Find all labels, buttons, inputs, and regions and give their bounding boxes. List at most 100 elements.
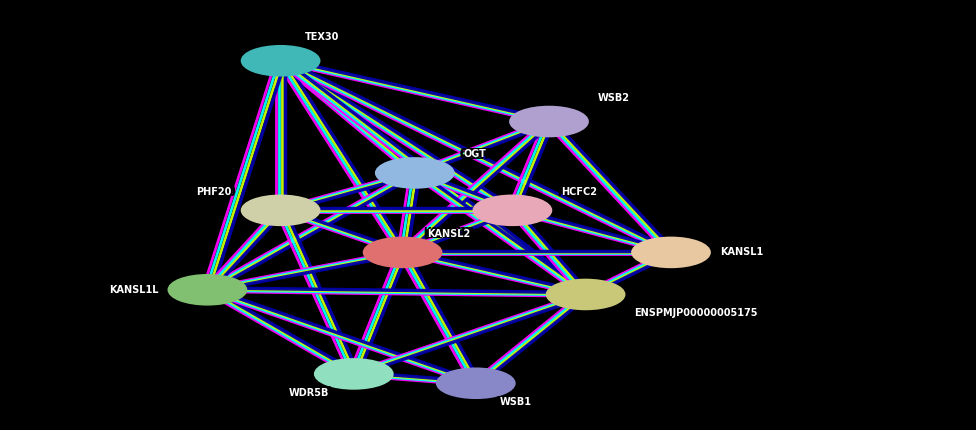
Text: KANSL2: KANSL2 — [427, 230, 470, 240]
Text: WSB2: WSB2 — [601, 95, 633, 104]
Text: HCFC2: HCFC2 — [565, 185, 601, 195]
Text: KANSL2: KANSL2 — [424, 227, 467, 237]
Text: HCFC2: HCFC2 — [561, 187, 597, 197]
Text: PHF20: PHF20 — [193, 185, 228, 195]
Text: KANSL1L: KANSL1L — [113, 285, 162, 295]
Text: ENSPMJP00000005175: ENSPMJP00000005175 — [630, 308, 754, 318]
Text: KANSL1L: KANSL1L — [109, 286, 159, 296]
Circle shape — [437, 369, 515, 398]
Text: ENSPMJP00000005175: ENSPMJP00000005175 — [630, 307, 754, 317]
Text: KANSL2: KANSL2 — [430, 227, 474, 237]
Text: HCFC2: HCFC2 — [565, 187, 601, 197]
Circle shape — [314, 359, 392, 389]
Text: OGT: OGT — [464, 149, 486, 159]
Text: KANSL1: KANSL1 — [716, 249, 759, 259]
Text: PHF20: PHF20 — [200, 185, 235, 195]
Text: WSB1: WSB1 — [501, 398, 532, 408]
Text: WSB2: WSB2 — [598, 92, 630, 102]
Text: PHF20: PHF20 — [193, 187, 228, 197]
Text: OGT: OGT — [464, 148, 486, 158]
Text: KANSL1: KANSL1 — [720, 246, 763, 256]
Text: ENSPMJP00000005175: ENSPMJP00000005175 — [638, 307, 761, 317]
Text: OGT: OGT — [468, 149, 490, 159]
Text: WDR5B: WDR5B — [285, 386, 326, 396]
Text: WDR5B: WDR5B — [289, 387, 329, 398]
Text: WDR5B: WDR5B — [289, 389, 329, 399]
Text: WSB1: WSB1 — [504, 398, 536, 408]
Text: KANSL1L: KANSL1L — [109, 285, 159, 295]
Text: KANSL2: KANSL2 — [427, 227, 470, 237]
Text: KANSL1L: KANSL1L — [105, 283, 155, 293]
Text: WSB1: WSB1 — [497, 398, 529, 408]
Text: ENSPMJP00000005175: ENSPMJP00000005175 — [634, 308, 758, 318]
Text: KANSL1L: KANSL1L — [109, 283, 159, 293]
Text: KANSL2: KANSL2 — [430, 230, 474, 240]
Text: KANSL1L: KANSL1L — [113, 283, 162, 293]
Text: WSB1: WSB1 — [501, 396, 532, 405]
Text: WDR5B: WDR5B — [285, 389, 326, 399]
Circle shape — [376, 158, 454, 188]
Text: PHF20: PHF20 — [196, 187, 232, 197]
Text: PHF20: PHF20 — [196, 188, 232, 198]
Circle shape — [473, 195, 551, 225]
Text: OGT: OGT — [460, 148, 483, 158]
Text: KANSL1L: KANSL1L — [105, 285, 155, 295]
Text: KANSL1: KANSL1 — [720, 249, 763, 259]
Circle shape — [242, 195, 320, 225]
Text: KANSL1: KANSL1 — [723, 247, 767, 258]
Text: KANSL2: KANSL2 — [424, 230, 467, 240]
Text: WDR5B: WDR5B — [289, 386, 329, 396]
Text: KANSL1: KANSL1 — [723, 249, 767, 259]
Text: WSB2: WSB2 — [594, 92, 627, 102]
Circle shape — [547, 280, 625, 310]
Text: WSB2: WSB2 — [594, 95, 627, 104]
Circle shape — [509, 107, 588, 136]
Text: WSB2: WSB2 — [598, 95, 630, 104]
Text: KANSL1: KANSL1 — [716, 247, 759, 258]
Text: TEX30: TEX30 — [305, 31, 340, 41]
Text: TEX30: TEX30 — [302, 31, 336, 41]
Text: HCFC2: HCFC2 — [557, 188, 593, 198]
Text: KANSL1: KANSL1 — [716, 246, 759, 256]
Text: HCFC2: HCFC2 — [561, 185, 597, 195]
Text: ENSPMJP00000005175: ENSPMJP00000005175 — [634, 310, 758, 319]
Text: KANSL1: KANSL1 — [720, 247, 763, 258]
Text: KANSL1L: KANSL1L — [113, 286, 162, 296]
Text: KANSL2: KANSL2 — [424, 229, 467, 239]
Text: WDR5B: WDR5B — [285, 387, 326, 398]
Text: OGT: OGT — [460, 149, 483, 159]
Text: WSB1: WSB1 — [504, 396, 536, 405]
Text: WDR5B: WDR5B — [293, 389, 333, 399]
Text: WSB1: WSB1 — [497, 397, 529, 407]
Text: ENSPMJP00000005175: ENSPMJP00000005175 — [630, 310, 754, 319]
Text: KANSL1: KANSL1 — [723, 246, 767, 256]
Circle shape — [242, 46, 320, 76]
Text: TEX30: TEX30 — [308, 31, 343, 41]
Text: TEX30: TEX30 — [308, 34, 343, 44]
Text: TEX30: TEX30 — [308, 32, 343, 43]
Text: WDR5B: WDR5B — [293, 386, 333, 396]
Text: ENSPMJP00000005175: ENSPMJP00000005175 — [638, 308, 761, 318]
Text: OGT: OGT — [468, 150, 490, 161]
Text: ENSPMJP00000005175: ENSPMJP00000005175 — [638, 310, 761, 319]
Text: HCFC2: HCFC2 — [565, 188, 601, 198]
Text: WSB2: WSB2 — [601, 92, 633, 102]
Text: ENSPMJP00000005175: ENSPMJP00000005175 — [634, 307, 758, 317]
Text: WSB2: WSB2 — [598, 93, 630, 103]
Text: KANSL1L: KANSL1L — [105, 286, 155, 296]
Text: WSB1: WSB1 — [501, 397, 532, 407]
Circle shape — [632, 237, 711, 267]
Text: WDR5B: WDR5B — [293, 387, 333, 398]
Text: PHF20: PHF20 — [196, 185, 232, 195]
Text: WSB1: WSB1 — [504, 397, 536, 407]
Text: TEX30: TEX30 — [302, 32, 336, 43]
Text: PHF20: PHF20 — [200, 188, 235, 198]
Circle shape — [363, 237, 442, 267]
Text: TEX30: TEX30 — [302, 34, 336, 44]
Text: TEX30: TEX30 — [305, 32, 340, 43]
Text: HCFC2: HCFC2 — [557, 185, 593, 195]
Text: OGT: OGT — [460, 150, 483, 161]
Text: PHF20: PHF20 — [193, 188, 228, 198]
Circle shape — [169, 275, 247, 305]
Text: WSB2: WSB2 — [601, 93, 633, 103]
